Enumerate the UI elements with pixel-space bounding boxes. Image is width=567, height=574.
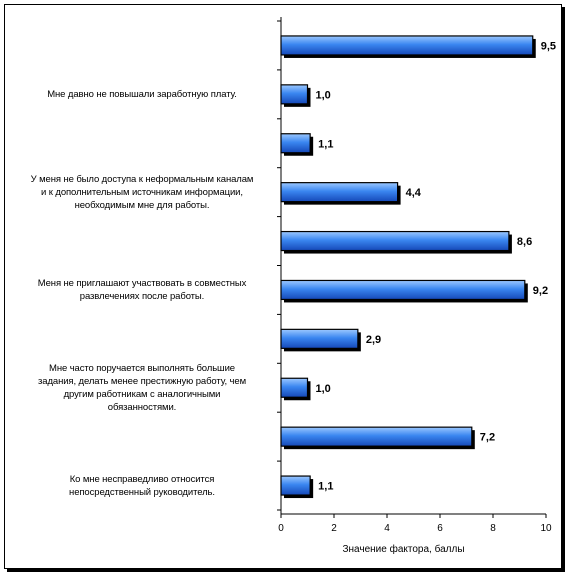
bar: [280, 377, 309, 398]
bar: [280, 328, 359, 349]
bar: [280, 230, 510, 252]
x-tick-label: 6: [437, 523, 443, 534]
x-axis-title: Значение фактора, баллы: [342, 543, 464, 555]
data-label: 1,0: [316, 89, 331, 101]
x-tick-label: 8: [490, 523, 496, 534]
bar: [280, 84, 309, 105]
data-label: 9,2: [533, 285, 548, 297]
x-tick-label: 0: [278, 523, 284, 534]
data-label: 1,1: [318, 138, 333, 150]
x-tick-label: 4: [384, 523, 390, 534]
bar: [280, 426, 473, 447]
x-tick-label: 2: [331, 523, 337, 534]
data-label: 1,0: [316, 383, 331, 395]
data-label: 9,5: [541, 40, 556, 52]
x-tick-label: 10: [540, 523, 552, 534]
data-label: 2,9: [366, 334, 381, 346]
bar: [280, 35, 534, 56]
bar: [280, 182, 399, 203]
category-label: У меня не было доступа к неформальным ка…: [30, 173, 254, 211]
data-label: 7,2: [480, 432, 495, 444]
category-label: Мне давно не повышали заработную плату.: [47, 88, 237, 100]
category-label: Меня не приглашают участвовать в совмест…: [37, 277, 247, 302]
category-label: Мне часто поручается выполнять большие з…: [38, 362, 246, 413]
category-label: Ко мне несправедливо относится непосредс…: [69, 473, 215, 498]
data-label: 8,6: [517, 236, 532, 248]
data-label: 4,4: [406, 187, 422, 199]
bar-chart: 9,5 1,0 1,1 4,4 8,6 9,2 2,9 1,0 7,2 1,1 0 2 4 6 8 10 З…: [277, 17, 556, 555]
data-label: 1,1: [318, 481, 333, 493]
chart-frame: 9,5 1,0 1,1 4,4 8,6 9,2 2,9 1,0 7,2 1,1 0 2 4 6 8 10 З…: [4, 4, 562, 569]
bar: [280, 279, 526, 301]
bar: [280, 133, 311, 154]
bar: [280, 475, 311, 496]
